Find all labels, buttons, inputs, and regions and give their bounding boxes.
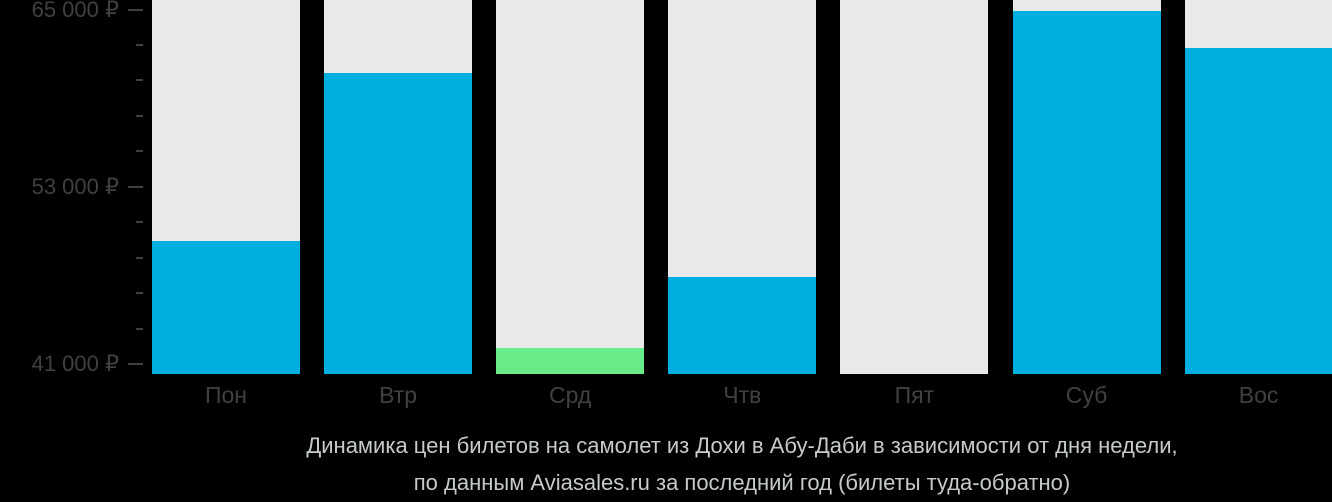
chart-caption: Динамика цен билетов на самолет из Дохи …	[151, 427, 1332, 501]
bar-sun[interactable]	[1184, 47, 1332, 374]
y-axis-major-tick	[128, 363, 143, 365]
bar-track-sun	[1184, 0, 1332, 374]
y-axis-minor-tick	[136, 256, 143, 259]
y-axis-major-tick	[128, 8, 143, 11]
x-axis-label-sun: Вос	[1238, 382, 1279, 408]
x-axis-label-tue: Втр	[379, 382, 418, 408]
caption-line-2: по данным Aviasales.ru за последний год …	[413, 470, 1071, 495]
bar-sat[interactable]	[1012, 10, 1161, 374]
y-axis-minor-tick	[136, 327, 143, 330]
y-axis-label-65000: 65 000 ₽	[31, 0, 119, 22]
y-axis-label-41000: 41 000 ₽	[31, 351, 119, 376]
y-axis-label-53000: 53 000 ₽	[31, 173, 119, 199]
y-axis-minor-tick	[136, 292, 143, 295]
x-axis-label-fri: Пят	[894, 382, 935, 408]
bar-thu[interactable]	[668, 276, 817, 374]
bar-wed[interactable]	[496, 347, 645, 374]
bar-tue[interactable]	[324, 73, 473, 374]
y-axis-minor-tick	[136, 150, 143, 153]
caption-line-1: Динамика цен билетов на самолет из Дохи …	[306, 433, 1178, 458]
bar-track-wed	[496, 0, 645, 374]
x-axis-label-sat: Суб	[1065, 382, 1108, 408]
bar-track-fri	[840, 0, 989, 374]
bar-track-thu	[668, 0, 817, 374]
x-axis-label-wed: Срд	[549, 382, 592, 408]
bar-track-mon	[152, 0, 300, 374]
y-axis-minor-tick	[136, 114, 143, 117]
x-axis-label-mon: Пон	[204, 382, 248, 408]
x-axis-label-thu: Чтв	[723, 382, 762, 408]
y-axis-minor-tick	[136, 79, 143, 82]
bar-track-sat	[1012, 0, 1161, 374]
y-axis-minor-tick	[136, 43, 143, 46]
plot-area: 65 000 ₽ 53 000 ₽ 41 000 ₽	[31, 0, 1332, 376]
bar-track-tue	[324, 0, 473, 374]
y-axis-major-tick	[128, 185, 143, 188]
y-axis-minor-tick	[136, 221, 143, 224]
bar-mon[interactable]	[152, 241, 300, 374]
